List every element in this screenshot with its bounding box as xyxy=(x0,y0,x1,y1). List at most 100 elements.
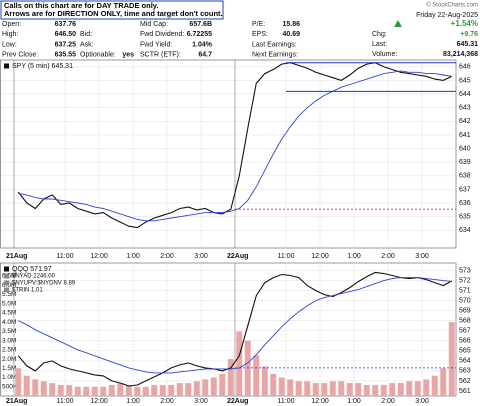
volume-bar xyxy=(40,381,47,396)
y-tick-label: 639 xyxy=(459,159,471,166)
field-label: Last Earnings: xyxy=(252,41,297,48)
volume-bar xyxy=(83,386,90,396)
volume-bar xyxy=(312,383,319,396)
field-label: Optionable: xyxy=(80,52,116,59)
field-value: 637.76 xyxy=(55,21,77,28)
volume-bar xyxy=(278,377,285,396)
field-value: 40.69 xyxy=(282,31,300,38)
volume-bar xyxy=(151,384,158,396)
x-tick-label: 12:00 xyxy=(90,398,108,405)
field-label: SCTR (ETF): xyxy=(140,52,181,59)
volume-bar xyxy=(440,368,447,396)
price-line xyxy=(17,271,453,387)
volume-bar xyxy=(423,379,430,396)
field-label: Mid Cap: xyxy=(140,21,168,28)
field-label: Ask: xyxy=(80,41,94,48)
volume-bar xyxy=(406,381,413,396)
y-tick-label: 643 xyxy=(459,105,471,112)
volume-bar xyxy=(117,383,124,396)
brand: © StockCharts.com xyxy=(426,2,478,9)
volume-bar xyxy=(363,384,370,396)
stat-label: Last: xyxy=(372,41,387,48)
y-tick-label: 570 xyxy=(459,297,471,304)
x-tick-label: 1:00 xyxy=(347,253,361,260)
y2-tick-label: 2.5M xyxy=(2,347,16,354)
x-tick-label: 22Aug xyxy=(227,398,248,405)
note-box xyxy=(0,0,224,20)
stat-value: 83,214,368 xyxy=(443,51,478,58)
y2-tick-label: 3.0M xyxy=(2,337,16,344)
x-tick-label: 3:00 xyxy=(194,398,208,405)
price-line xyxy=(17,62,453,229)
volume-bar xyxy=(329,381,336,396)
volume-bar xyxy=(74,386,81,396)
volume-bar xyxy=(431,375,438,396)
y-tick-label: 645 xyxy=(459,77,471,84)
y-tick-label: 634 xyxy=(459,227,471,234)
y-tick-label: 565 xyxy=(459,348,471,355)
y-tick-label: 568 xyxy=(459,318,471,325)
volume-bar xyxy=(219,373,226,396)
y-tick-label: 636 xyxy=(459,200,471,207)
y-tick-label: 567 xyxy=(459,328,471,335)
stat-value: 645.31 xyxy=(457,41,479,48)
volume-bar xyxy=(380,384,387,396)
x-tick-label: 3:00 xyxy=(415,398,429,405)
x-tick-label: 1:00 xyxy=(126,398,140,405)
stat-label: Chg: xyxy=(372,31,387,38)
stat-label: Volume: xyxy=(372,51,397,58)
volume-bar xyxy=(32,379,39,396)
x-tick-label: 2:00 xyxy=(381,253,395,260)
field-label: Low: xyxy=(2,41,17,48)
y-tick-label: 638 xyxy=(459,173,471,180)
y2-tick-label: 5.5M xyxy=(2,291,16,298)
volume-bar xyxy=(372,384,379,396)
volume-bar xyxy=(168,384,175,396)
volume-bar xyxy=(261,366,268,396)
x-tick-label: 2:00 xyxy=(160,253,174,260)
volume-bar xyxy=(397,383,404,396)
up-arrow xyxy=(394,20,402,27)
field-value: 64.7 xyxy=(198,52,212,59)
volume-bar xyxy=(202,379,209,396)
moving-average xyxy=(18,70,452,222)
volume-bar xyxy=(389,383,396,396)
field-label: Prev Close: xyxy=(2,52,38,59)
indicator-label: $NYUPV:$NYDNV 8.89 xyxy=(12,281,76,287)
x-tick-label: 3:00 xyxy=(194,253,208,260)
moving-average xyxy=(18,277,452,374)
x-tick-label: 21Aug xyxy=(6,398,27,405)
y-tick-label: 641 xyxy=(459,132,471,139)
x-tick-label: 3:00 xyxy=(415,253,429,260)
y2-tick-label: 1.5M xyxy=(2,365,16,372)
volume-bar xyxy=(227,359,234,396)
volume-bar xyxy=(253,355,260,396)
legend-swatch xyxy=(4,273,9,279)
legend-swatch xyxy=(4,280,9,286)
volume-bar xyxy=(125,384,132,396)
volume-bar xyxy=(49,383,56,396)
y-tick-label: 644 xyxy=(459,91,471,98)
field-value: 657.6B xyxy=(189,21,212,28)
y2-tick-label: 6.0M xyxy=(2,282,16,289)
volume-bar xyxy=(91,386,98,396)
field-label: Bid: xyxy=(80,31,92,38)
y-tick-label: 562 xyxy=(459,378,471,385)
field-value: 646.50 xyxy=(55,31,77,38)
y2-tick-label: 2.0M xyxy=(2,356,16,363)
field-value: 635.55 xyxy=(55,52,77,59)
y2-tick-label: 5.0M xyxy=(2,300,16,307)
volume-bar xyxy=(236,331,243,396)
y2-tick-label: 500K xyxy=(2,383,18,390)
indicator-label: $TRIN 1.01 xyxy=(12,288,43,294)
x-tick-label: 11:00 xyxy=(57,253,74,260)
volume-bar xyxy=(159,384,166,396)
volume-bar xyxy=(108,384,115,396)
x-tick-label: 22Aug xyxy=(227,253,248,260)
y2-tick-label: 4.5M xyxy=(2,310,16,317)
change-pct: +1.54% xyxy=(451,19,478,28)
date: Friday 22-Aug-2025 xyxy=(416,12,478,19)
legend-swatch xyxy=(4,287,9,293)
legend-swatch xyxy=(4,266,9,272)
